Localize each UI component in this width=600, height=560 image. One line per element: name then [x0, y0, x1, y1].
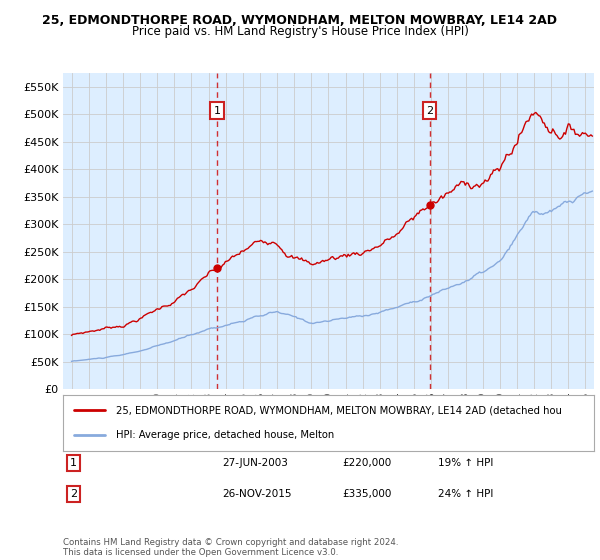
- Text: 2: 2: [70, 489, 77, 499]
- Text: 2: 2: [426, 106, 433, 116]
- Text: £335,000: £335,000: [342, 489, 391, 499]
- Text: 25, EDMONDTHORPE ROAD, WYMONDHAM, MELTON MOWBRAY, LE14 2AD: 25, EDMONDTHORPE ROAD, WYMONDHAM, MELTON…: [43, 14, 557, 27]
- Text: 24% ↑ HPI: 24% ↑ HPI: [438, 489, 493, 499]
- Text: 1: 1: [214, 106, 220, 116]
- Text: 1: 1: [70, 458, 77, 468]
- Text: Contains HM Land Registry data © Crown copyright and database right 2024.
This d: Contains HM Land Registry data © Crown c…: [63, 538, 398, 557]
- Text: 26-NOV-2015: 26-NOV-2015: [222, 489, 292, 499]
- Text: 27-JUN-2003: 27-JUN-2003: [222, 458, 288, 468]
- Text: 19% ↑ HPI: 19% ↑ HPI: [438, 458, 493, 468]
- Text: £220,000: £220,000: [342, 458, 391, 468]
- Text: HPI: Average price, detached house, Melton: HPI: Average price, detached house, Melt…: [116, 430, 334, 440]
- Text: 25, EDMONDTHORPE ROAD, WYMONDHAM, MELTON MOWBRAY, LE14 2AD (detached hou: 25, EDMONDTHORPE ROAD, WYMONDHAM, MELTON…: [116, 405, 562, 416]
- Text: Price paid vs. HM Land Registry's House Price Index (HPI): Price paid vs. HM Land Registry's House …: [131, 25, 469, 38]
